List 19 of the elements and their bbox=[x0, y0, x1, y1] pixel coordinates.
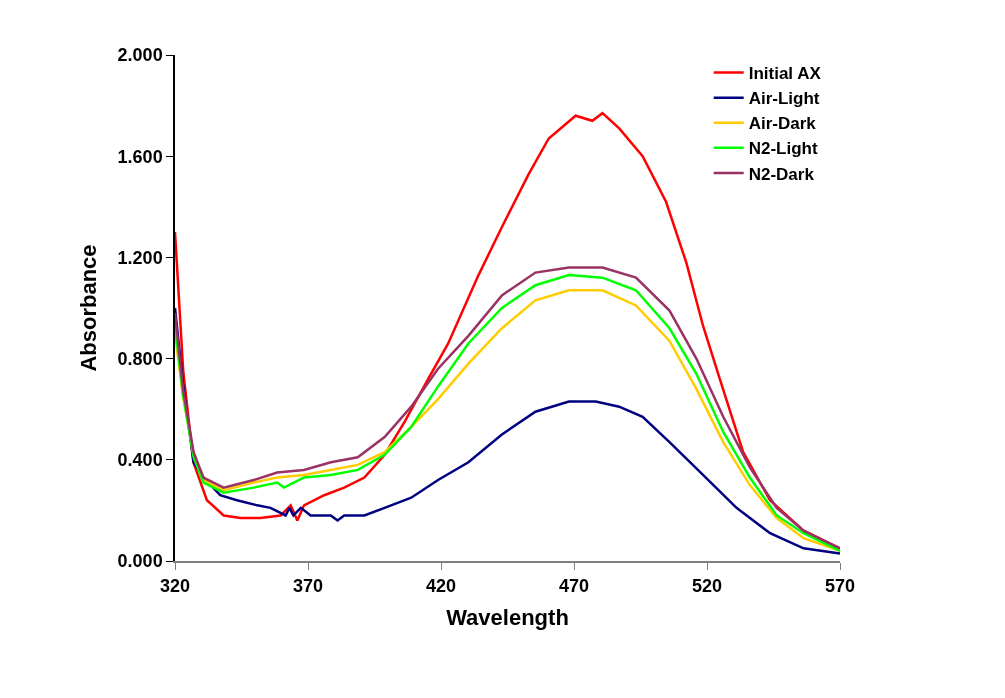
legend-label: Air-Light bbox=[748, 89, 820, 109]
y-tick-label: 0.800 bbox=[117, 348, 163, 369]
y-tick-label: 1.200 bbox=[117, 247, 163, 268]
x-tick-label: 570 bbox=[824, 575, 856, 596]
legend-label: N2-Light bbox=[748, 139, 818, 159]
x-axis-title: Wavelength bbox=[446, 605, 569, 630]
x-tick-label: 520 bbox=[691, 575, 723, 596]
legend-label: N2-Dark bbox=[748, 164, 815, 184]
legend-label: Initial AX bbox=[748, 64, 822, 84]
y-tick-label: 0.000 bbox=[117, 551, 163, 572]
legend-label: Air-Dark bbox=[748, 114, 817, 134]
x-tick-label: 420 bbox=[425, 575, 457, 596]
y-axis-title: Absorbance bbox=[75, 244, 101, 372]
x-tick-label: 370 bbox=[292, 575, 324, 596]
y-tick-label: 2.000 bbox=[117, 45, 163, 66]
y-tick-label: 0.400 bbox=[117, 450, 163, 471]
y-tick-label: 1.600 bbox=[117, 146, 163, 167]
x-tick-label: 320 bbox=[159, 575, 191, 596]
x-tick-label: 470 bbox=[558, 575, 590, 596]
